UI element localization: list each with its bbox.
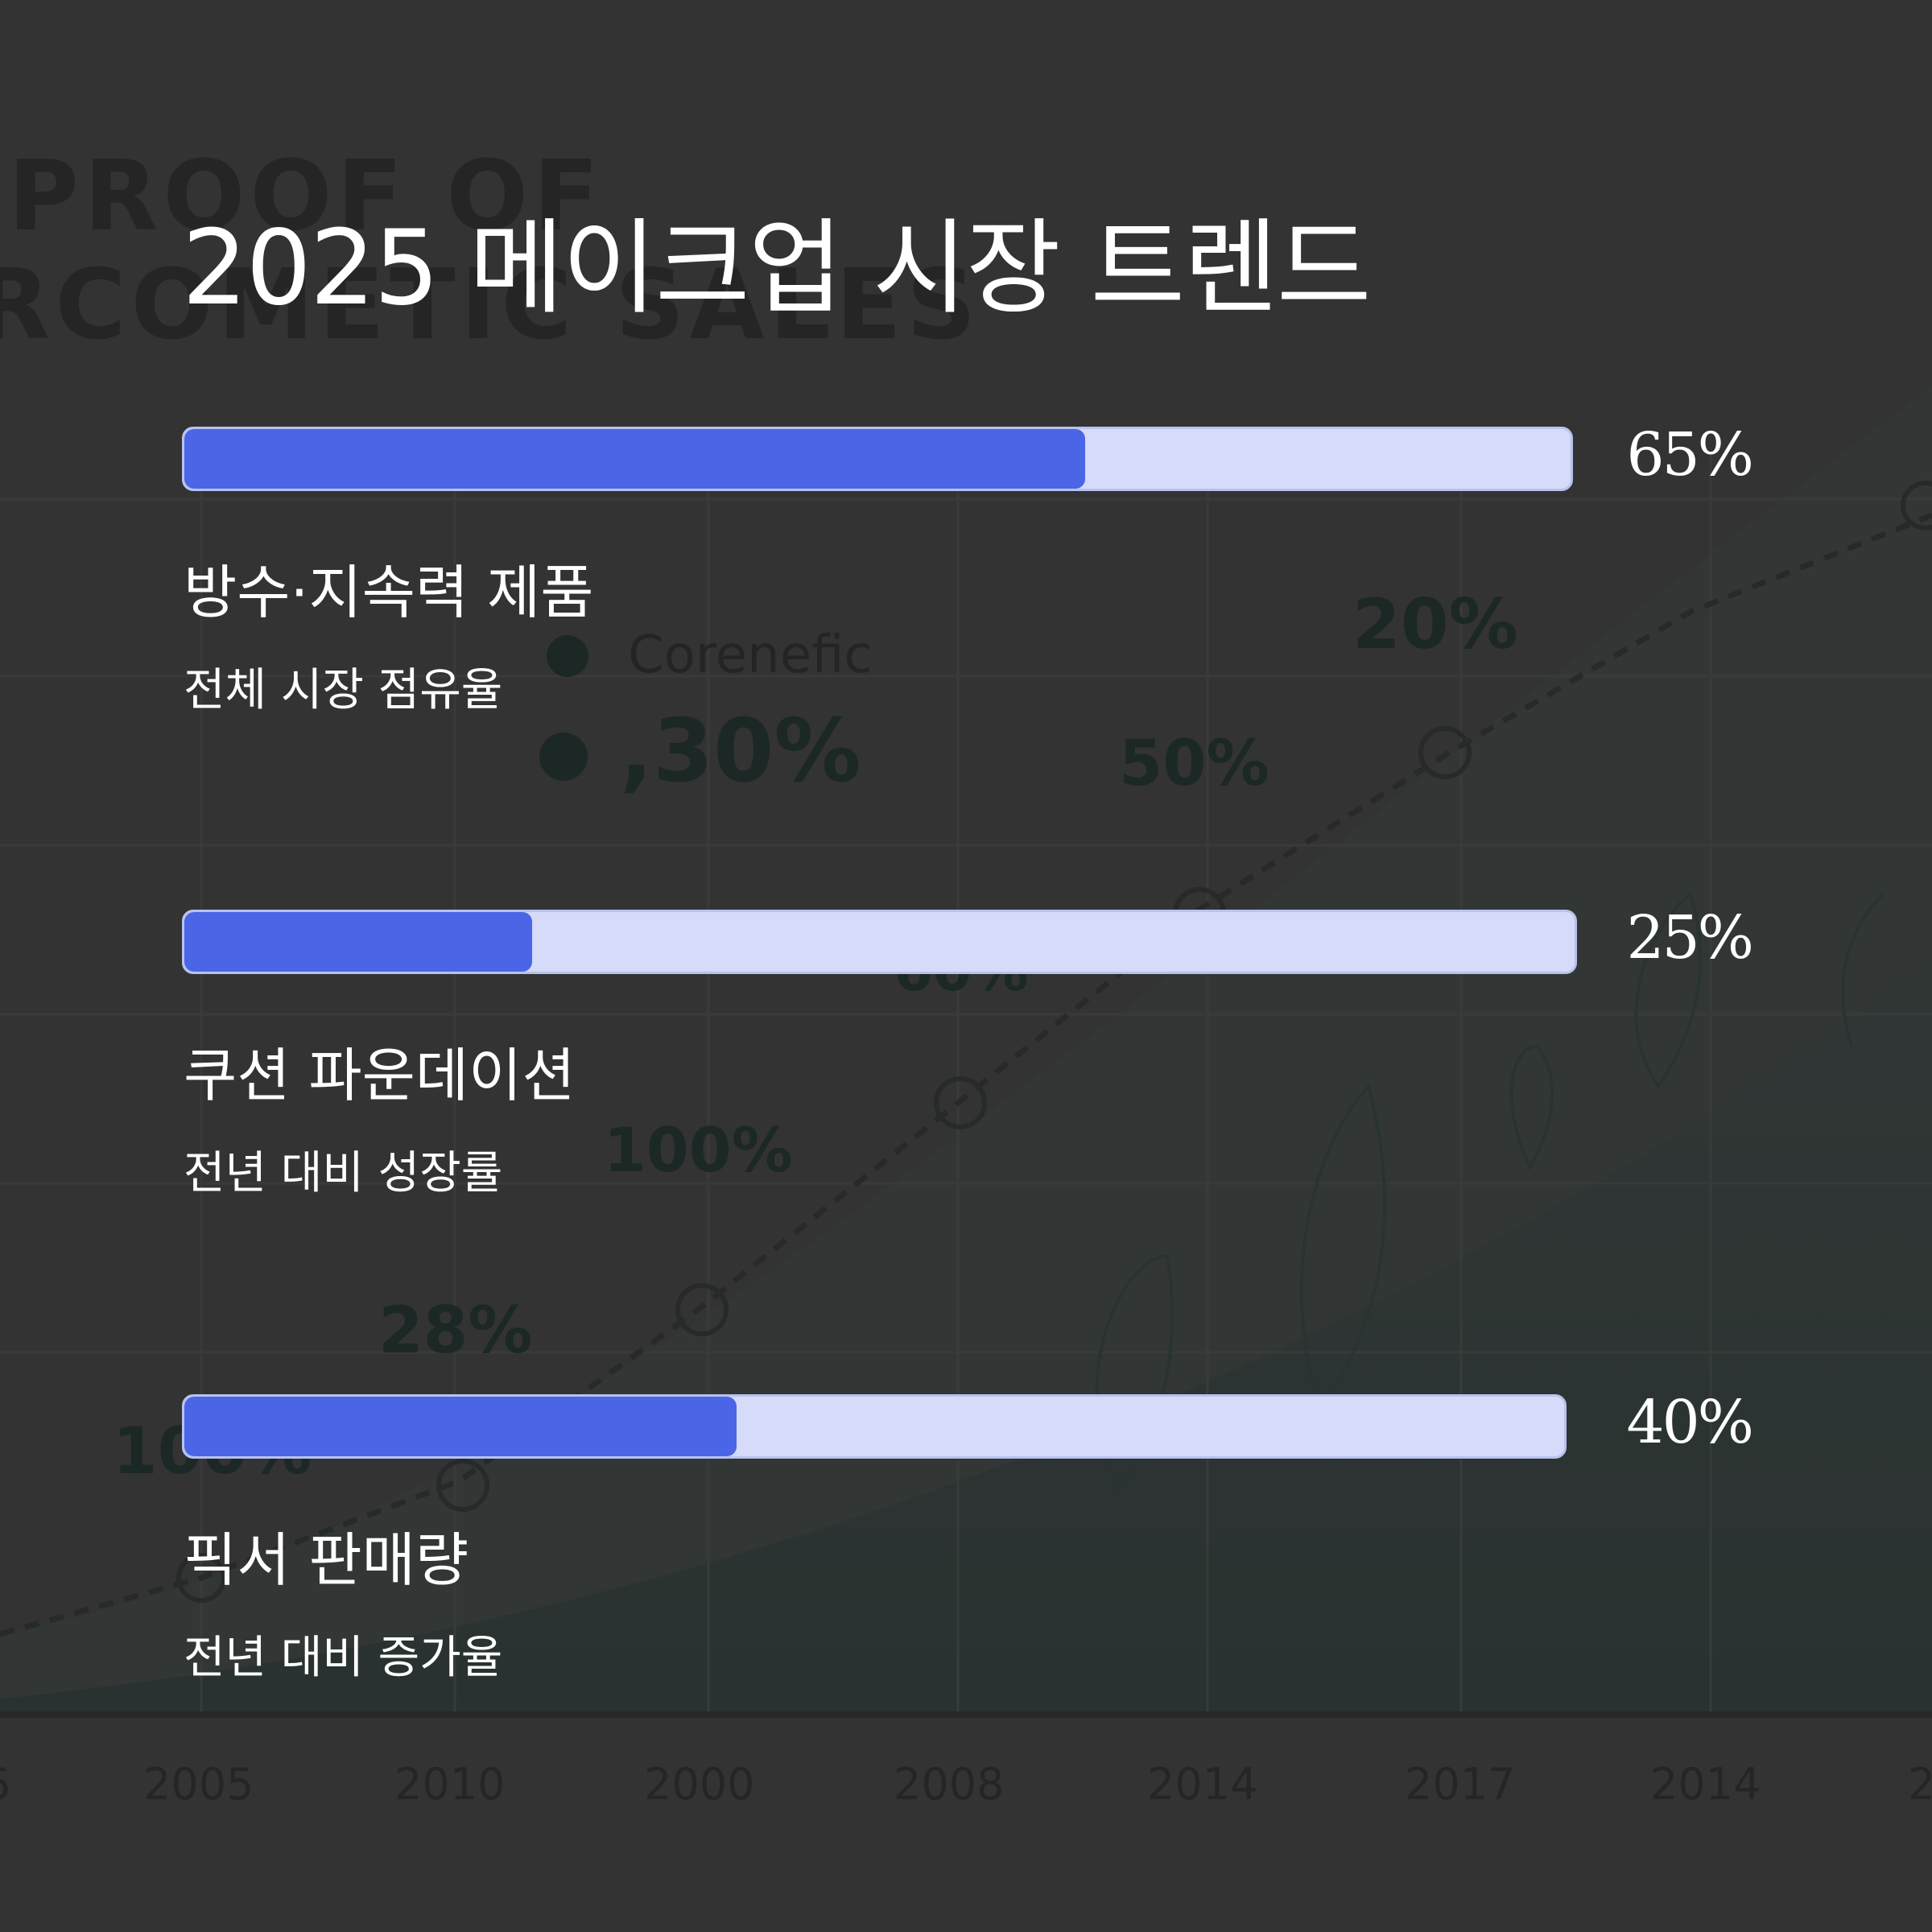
background-heading-line-2: RCOMETIC SALES bbox=[0, 250, 980, 361]
background-x-tick: 2 bbox=[1908, 1759, 1932, 1810]
page-title: 2025 메이크업 시장 트렌드 bbox=[182, 208, 1372, 328]
background-heading: PROOF OF RCOMETIC SALES bbox=[0, 141, 980, 361]
metric-name: 방수·지속력 제품 bbox=[184, 559, 594, 626]
background-x-tick: 2014 bbox=[1650, 1759, 1761, 1810]
background-label-20: 20% bbox=[1352, 584, 1518, 665]
background-label-28: 28% bbox=[378, 1293, 532, 1368]
background-legend-dot bbox=[547, 635, 588, 677]
progress-track bbox=[182, 427, 1573, 491]
background-x-ticks: 5 2005 2010 2000 2008 2014 2017 2014 2 bbox=[0, 1759, 1932, 1810]
background-trend-line bbox=[0, 512, 1932, 1637]
background-x-tick: 2014 bbox=[1147, 1759, 1257, 1810]
progress-fill bbox=[184, 429, 1086, 489]
background-label-100: 100% bbox=[604, 1114, 793, 1186]
background-value-labels: Corenefic 20% ,30% 50% 100% 28% 100% 60% bbox=[113, 584, 1518, 1488]
metric-name: 쿠션 파운데이션 bbox=[184, 1042, 576, 1109]
progress-fill bbox=[184, 1397, 737, 1456]
metric-name: 픽서 판매량 bbox=[184, 1526, 469, 1594]
progress-fill bbox=[184, 912, 532, 972]
background-legend-label: Corenefic bbox=[628, 625, 873, 685]
percent-label: 25% bbox=[1626, 903, 1754, 972]
background-x-tick: 5 bbox=[0, 1759, 11, 1810]
background-x-tick: 2000 bbox=[644, 1759, 754, 1810]
background-x-tick: 2010 bbox=[394, 1759, 505, 1810]
progress-track bbox=[182, 910, 1577, 974]
background-x-tick: 2005 bbox=[143, 1759, 254, 1810]
background-label-50: 50% bbox=[1119, 728, 1269, 800]
background-x-tick: 2008 bbox=[894, 1759, 1004, 1810]
metric-description: 전년 대비 증가율 bbox=[184, 1632, 503, 1684]
percent-label: 65% bbox=[1626, 420, 1754, 489]
percent-label: 40% bbox=[1626, 1388, 1754, 1457]
background-grid bbox=[0, 451, 1932, 1715]
background-label-30: ,30% bbox=[620, 701, 861, 802]
background-area-dark bbox=[0, 966, 1932, 1715]
background-legend-dot-2 bbox=[539, 733, 588, 781]
background-x-tick: 2017 bbox=[1405, 1759, 1515, 1810]
metric-description: 전년 대비 성장률 bbox=[184, 1147, 503, 1199]
background-heading-line-1: PROOF OF bbox=[8, 141, 604, 253]
progress-track bbox=[182, 1394, 1567, 1459]
metric-description: 전체 시장 점유율 bbox=[184, 664, 503, 716]
